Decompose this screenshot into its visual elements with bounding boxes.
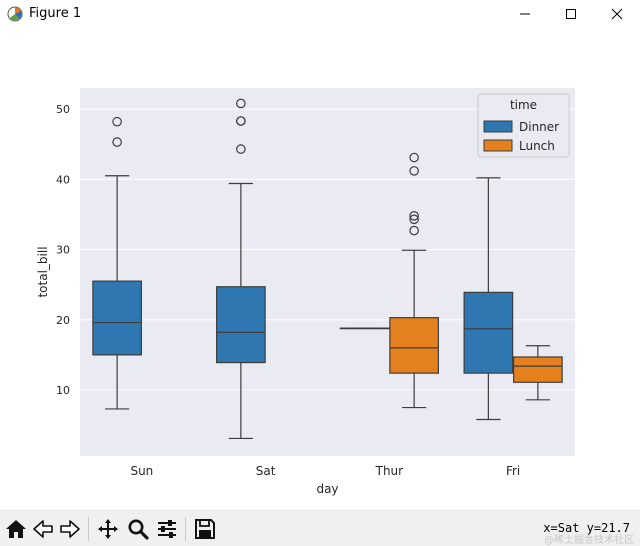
close-button[interactable] (594, 0, 640, 28)
home-button[interactable] (4, 517, 28, 541)
legend-label-lunch: Lunch (519, 139, 555, 153)
zoom-magnifier-icon (128, 519, 149, 540)
y-axis-label: total_bill (36, 246, 50, 297)
home-icon (6, 520, 26, 538)
cursor-coordinates: x=Sat y=21.7 (543, 521, 630, 535)
x-tick-label: Thur (375, 464, 404, 478)
box-lunch-thur (389, 317, 439, 374)
x-tick-label: Fri (506, 464, 520, 478)
x-axis-label: day (316, 482, 338, 496)
outlier-point (409, 214, 419, 225)
back-button[interactable] (31, 517, 55, 541)
watermark-text: @稀土掘金技术社区 (544, 535, 634, 546)
outlier-point (409, 211, 419, 221)
configure-subplots-icon (158, 520, 176, 538)
outlier-point (409, 152, 419, 163)
forward-button[interactable] (58, 517, 82, 541)
back-arrow-icon (33, 520, 53, 538)
y-tick-label: 10 (56, 384, 70, 397)
outlier-point (409, 225, 419, 236)
outlier-point (236, 144, 246, 154)
boxplot-chart[interactable]: 10 20 30 40 50 Sun Sat Thur Fri day total_bill time… (0, 28, 640, 510)
pan-move-icon (98, 519, 118, 539)
navigation-toolbar: x=Sat y=21.7 @稀土掘金技术社区 (0, 510, 640, 546)
zoom-button[interactable] (126, 517, 150, 541)
box-dinner-sun (92, 280, 142, 356)
save-button[interactable] (193, 517, 217, 541)
x-tick-label: Sun (130, 464, 153, 478)
legend-swatch-dinner (483, 120, 513, 133)
y-tick-label: 40 (56, 173, 70, 186)
minimize-button[interactable] (502, 0, 548, 28)
legend-label-dinner: Dinner (519, 120, 559, 134)
outlier-point (112, 137, 122, 147)
box-dinner-fri (463, 291, 514, 374)
legend-swatch-lunch (483, 139, 513, 152)
toolbar-separator (185, 517, 186, 541)
matplotlib-app-icon (7, 6, 23, 22)
forward-arrow-icon (60, 520, 80, 538)
box-lunch-fri (513, 356, 563, 383)
configure-subplots-button[interactable] (155, 517, 179, 541)
minimize-icon (520, 13, 530, 15)
y-tick-label: 50 (56, 103, 70, 116)
save-disk-icon (195, 519, 215, 539)
window-titlebar: Figure 1 (0, 0, 640, 28)
x-tick-label: Sat (256, 464, 276, 478)
outlier-point (112, 116, 122, 127)
outlier-point (236, 116, 246, 126)
y-tick-label: 20 (56, 314, 70, 327)
maximize-icon (566, 9, 576, 19)
toolbar-separator (88, 517, 89, 541)
y-tick-label: 30 (56, 244, 70, 257)
maximize-button[interactable] (548, 0, 594, 28)
pan-button[interactable] (96, 517, 120, 541)
figure-canvas[interactable]: 10 20 30 40 50 Sun Sat Thur Fri day total_bill time… (0, 28, 640, 510)
outlier-point (409, 166, 419, 176)
box-dinner-sat (216, 286, 266, 364)
window-title: Figure 1 (29, 6, 82, 21)
outlier-point (236, 98, 246, 109)
legend-title: time (510, 98, 537, 112)
close-icon (611, 8, 623, 20)
